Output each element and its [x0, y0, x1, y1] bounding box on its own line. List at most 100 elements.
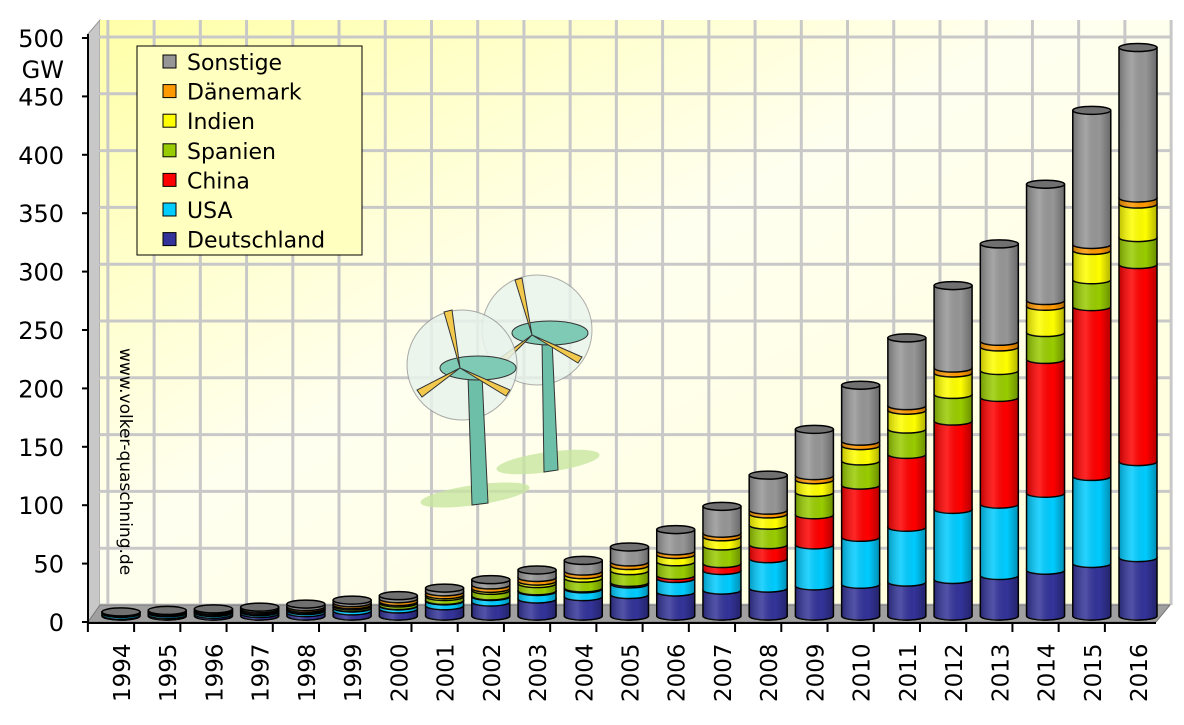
legend-label: USA — [187, 199, 233, 224]
gridline-side — [87, 490, 101, 506]
legend-label: Spanien — [187, 140, 276, 165]
bar-segment-usa — [887, 526, 927, 587]
x-tick-label: 2000 — [387, 643, 413, 702]
bar-segment-china — [979, 396, 1020, 509]
x-tick-label: 1995 — [156, 643, 182, 702]
bar-top — [471, 574, 511, 585]
bar-stack-1999 — [332, 595, 372, 621]
bar-segment-usa — [1025, 492, 1066, 575]
y-tick-label: 50 — [33, 551, 64, 579]
bar-segment-indien — [887, 409, 927, 434]
x-axis-labels: 1994 1995 1996 1997 1998 1999 2000 2001 2002 2003… — [110, 643, 1153, 702]
bar-top — [147, 605, 187, 616]
bar-top — [424, 583, 465, 593]
x-tick-label: 2010 — [850, 643, 876, 702]
bar-segment-indien — [979, 346, 1020, 376]
legend-swatch — [162, 172, 177, 187]
bar-segment-usa — [933, 508, 973, 585]
bar-top — [286, 599, 326, 609]
gridline-side — [87, 320, 101, 331]
y-tick-label: 200 — [18, 375, 64, 403]
bar-segment-usa — [1118, 460, 1158, 563]
bar-segment-sonstige — [609, 546, 650, 567]
bar-stack-1996 — [193, 604, 234, 621]
y-axis-unit-label: GW — [22, 56, 64, 84]
y-tick-label: 500 — [18, 25, 64, 53]
bar-segment-spanien — [702, 545, 742, 569]
bar-segment-china — [1118, 263, 1158, 467]
bar-segment-usa — [748, 557, 788, 593]
y-tick-label: 350 — [18, 200, 64, 228]
bar-top — [887, 333, 927, 343]
bar-segment-sonstige — [887, 337, 927, 411]
x-tick-label: 2006 — [665, 643, 691, 702]
bar-top — [933, 280, 973, 291]
bar-segment-spanien — [840, 460, 881, 490]
bar-segment-china — [887, 453, 927, 532]
gridline-side — [87, 36, 101, 39]
legend-item-indien: Indien — [162, 110, 255, 135]
x-tick-label: 2011 — [896, 643, 922, 702]
legend-swatch — [162, 202, 177, 217]
x-tick-label: 1998 — [295, 643, 321, 702]
legend-item-usa: USA — [162, 199, 233, 224]
bar-stack-2001 — [424, 583, 465, 621]
bar-top — [101, 607, 141, 617]
bar-segment-sonstige — [933, 284, 973, 373]
bar-stack-2014 — [1025, 179, 1066, 621]
legend-swatch — [162, 54, 177, 69]
y-tick-label: 300 — [18, 259, 64, 287]
legend-item-sonstige: Sonstige — [162, 51, 282, 76]
bar-segment-deutschland — [1025, 569, 1066, 621]
bar-segment-indien — [1025, 305, 1066, 338]
legend-swatch — [162, 232, 177, 247]
gridline-side — [87, 377, 101, 390]
y-axis: 0 50 100 150 200 250 300 350 400 450 500 — [18, 25, 89, 637]
bar-stack-2005 — [609, 542, 650, 621]
legend-label: Dänemark — [187, 81, 302, 106]
bar-segment-deutschland — [702, 589, 742, 621]
bar-top — [563, 555, 604, 566]
x-tick-label: 2014 — [1035, 643, 1061, 702]
bar-segment-sonstige — [840, 384, 881, 446]
bar-stack-1995 — [147, 605, 187, 621]
y-tick-label: 450 — [18, 83, 64, 111]
legend: Sonstige Dänemark Indien Spanien China USA Deu… — [136, 45, 363, 256]
legend-swatch — [162, 113, 177, 128]
bar-segment-china — [1072, 305, 1112, 482]
bar-segment-usa — [979, 503, 1020, 581]
bar-segment-deutschland — [471, 601, 511, 621]
legend-item-deutschland: Deutschland — [162, 229, 325, 254]
bar-top — [378, 590, 419, 601]
bar-segment-deutschland — [887, 581, 927, 621]
bar-stack-2008 — [748, 470, 788, 621]
bar-segment-deutschland — [748, 587, 788, 621]
x-tick-label: 2013 — [988, 643, 1014, 702]
x-tick-label: 1996 — [202, 643, 228, 702]
bar-segment-deutschland — [1118, 556, 1158, 621]
x-tick-label: 2008 — [757, 643, 783, 702]
bar-top — [517, 565, 557, 575]
x-tick-label: 2004 — [572, 643, 598, 702]
bar-segment-usa — [655, 577, 696, 597]
bar-segment-spanien — [1118, 236, 1158, 270]
bar-segment-deutschland — [979, 574, 1020, 621]
bar-stack-2011 — [887, 333, 927, 621]
bar-segment-spanien — [979, 369, 1020, 403]
bar-segment-china — [840, 484, 881, 543]
bar-stack-1994 — [101, 607, 141, 621]
legend-swatch — [162, 143, 177, 158]
bar-segment-usa — [840, 536, 881, 589]
gridline-side — [87, 263, 101, 273]
bar-top — [1025, 179, 1066, 189]
bar-top — [609, 542, 650, 552]
bar-segment-sonstige — [979, 243, 1020, 347]
bar-top — [1118, 42, 1158, 53]
bar-segment-spanien — [655, 561, 696, 581]
bar-segment-spanien — [1025, 331, 1066, 365]
bar-segment-spanien — [748, 524, 788, 550]
gridline-side — [87, 433, 101, 448]
x-tick-label: 2016 — [1127, 643, 1153, 702]
bar-stack-1998 — [286, 599, 326, 621]
bar-top — [794, 424, 835, 435]
